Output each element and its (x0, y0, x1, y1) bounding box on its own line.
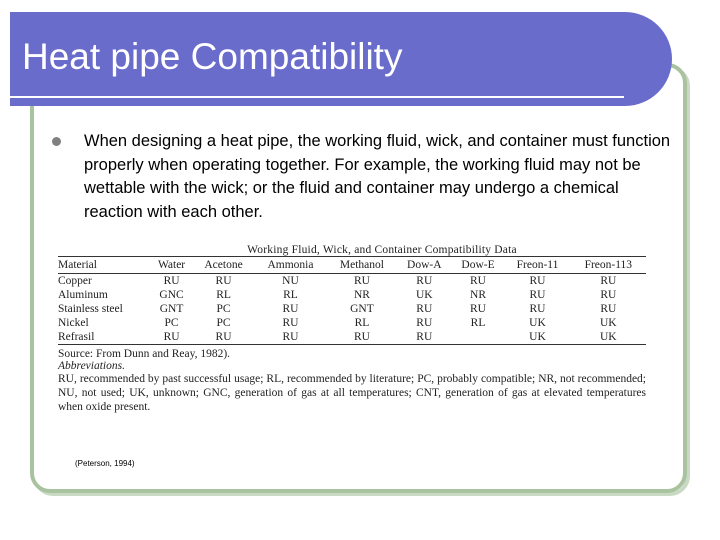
column-header: Dow-A (407, 259, 442, 271)
table-cell: RU (529, 275, 546, 287)
table-row: Copper RU RU NU RU RU RU RU RU (58, 274, 646, 289)
table-cell: RU (282, 331, 299, 343)
bullet-icon (52, 137, 61, 146)
table-cell: PC (164, 317, 179, 329)
table-cell: RU (470, 303, 486, 315)
table-cell (452, 330, 505, 345)
table-row: Aluminum GNC RL RL NR UK NR RU RU (58, 288, 646, 302)
table-cell: RU (529, 303, 546, 315)
column-header: Water (157, 259, 186, 271)
table-cell: GNT (350, 303, 374, 315)
table-cell: PC (216, 303, 231, 315)
citation: (Peterson, 1994) (75, 459, 135, 468)
table-cell: RL (354, 317, 370, 329)
table-row: Refrasil RU RU RU RU RU UK UK (58, 330, 646, 345)
table-cell: UK (529, 331, 546, 343)
material-cell: Stainless steel (58, 303, 123, 315)
table-cell: RU (353, 275, 370, 287)
table-cell: RL (470, 317, 486, 329)
table-cell: RU (163, 331, 180, 343)
table-cell: RU (600, 289, 617, 301)
table-cell: UK (599, 317, 617, 329)
table-cell: UK (599, 331, 617, 343)
table-cell: NU (282, 275, 299, 287)
table-cell: RU (163, 275, 180, 287)
table-cell: RU (215, 275, 232, 287)
table-cell: RU (600, 275, 617, 287)
abbreviations-text: RU, recommended by past successful usage… (58, 373, 646, 413)
column-header: Acetone (204, 259, 243, 271)
column-header: Freon-113 (584, 259, 633, 271)
table-cell: RU (282, 317, 299, 329)
compatibility-table-image: Working Fluid, Wick, and Container Compa… (58, 244, 646, 414)
table-cell: RU (416, 303, 433, 315)
title-banner: Heat pipe Compatibility (10, 12, 672, 106)
table-cell: RU (282, 303, 299, 315)
bullet-text: When designing a heat pipe, the working … (84, 132, 671, 221)
column-header: Ammonia (267, 259, 314, 271)
table-cell: PC (216, 317, 231, 329)
table-row: Stainless steel GNT PC RU GNT RU RU RU R… (58, 302, 646, 316)
material-cell: Refrasil (58, 331, 95, 343)
table-cell: UK (415, 289, 433, 301)
table-cell: RU (353, 331, 370, 343)
table-source: Source: From Dunn and Reay, 1982). (58, 348, 231, 360)
table-cell: RU (470, 275, 486, 287)
material-cell: Copper (58, 275, 92, 287)
table-row: Nickel PC PC RU RL RU RL UK UK (58, 316, 646, 330)
slide-title: Heat pipe Compatibility (22, 36, 403, 77)
table-cell: UK (529, 317, 546, 329)
abbreviations-heading: Abbreviations. (58, 360, 125, 372)
table-cell: RU (416, 331, 433, 343)
table-cell: NR (470, 289, 486, 301)
material-cell: Nickel (58, 317, 89, 329)
column-header: Dow-E (461, 259, 495, 271)
table-cell: RU (600, 303, 617, 315)
title-underline (10, 96, 624, 98)
table-header-row: Material Water Acetone Ammonia Methanol … (58, 256, 646, 274)
column-header: Methanol (339, 259, 384, 271)
table-cell: GNT (159, 303, 184, 315)
table-cell: NR (353, 289, 370, 301)
compatibility-table: Material Water Acetone Ammonia Methanol … (58, 256, 646, 345)
table-cell: RU (215, 331, 232, 343)
table-cell: GNC (159, 289, 184, 301)
column-header: Material (58, 259, 97, 271)
material-cell: Aluminum (58, 289, 108, 301)
table-caption: Working Fluid, Wick, and Container Compa… (247, 244, 517, 256)
table-cell: RU (416, 317, 433, 329)
table-cell: RL (216, 289, 231, 301)
table-cell: RU (416, 275, 433, 287)
table-cell: RL (283, 289, 298, 301)
column-header: Freon-11 (516, 259, 559, 271)
table-cell: RU (529, 289, 546, 301)
